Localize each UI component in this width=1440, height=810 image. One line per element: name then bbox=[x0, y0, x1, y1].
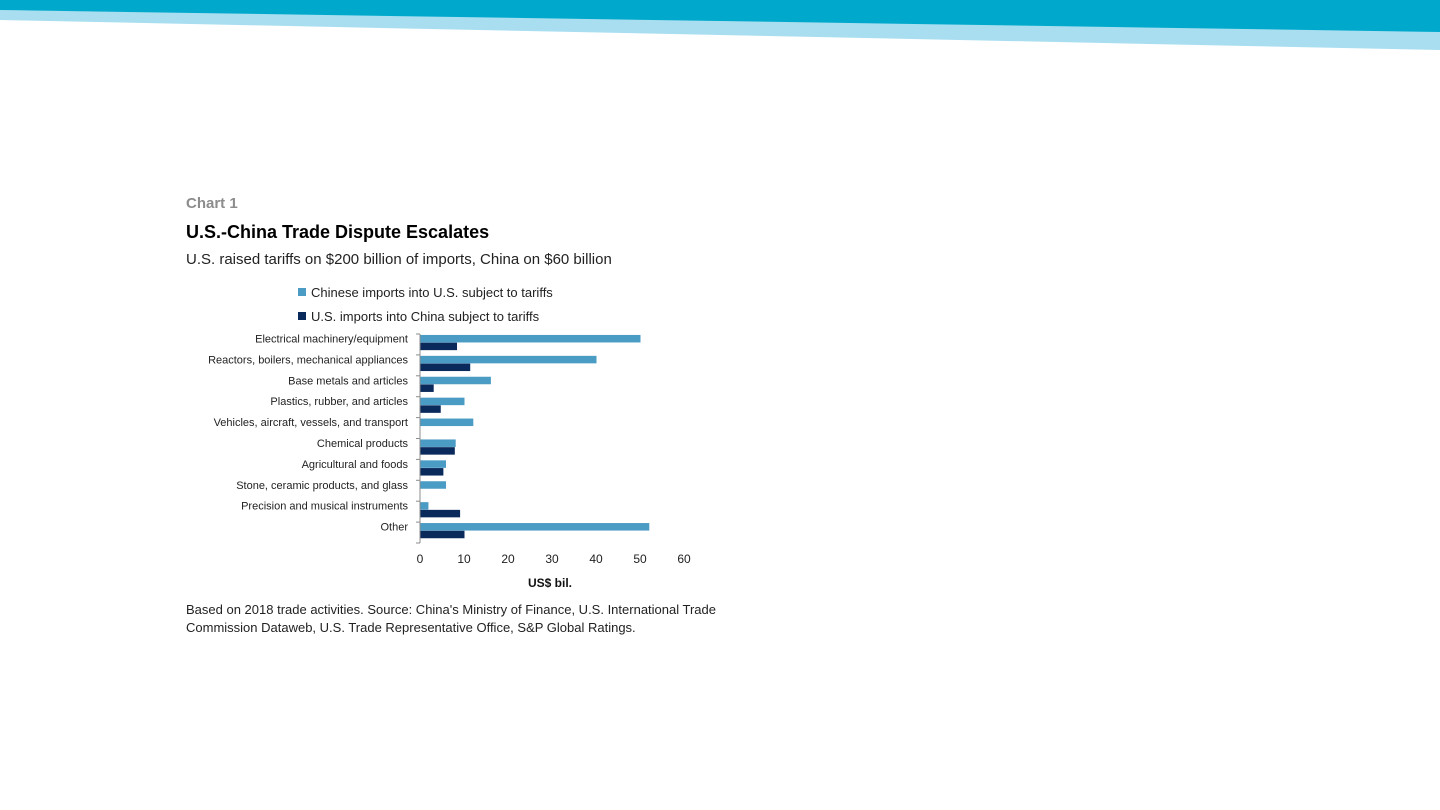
bar-us-imports bbox=[420, 447, 455, 455]
category-label: Other bbox=[380, 522, 408, 534]
x-axis-title: US$ bil. bbox=[528, 576, 572, 590]
chart-title: U.S.-China Trade Dispute Escalates bbox=[186, 222, 490, 242]
header-banner bbox=[0, 0, 1440, 50]
x-tick-label: 40 bbox=[589, 552, 603, 566]
category-label: Electrical machinery/equipment bbox=[255, 333, 408, 345]
x-tick-label: 10 bbox=[457, 552, 471, 566]
bar-us-imports bbox=[420, 405, 441, 413]
banner-light-stripe bbox=[0, 10, 1440, 50]
legend-label-chinese: Chinese imports into U.S. subject to tar… bbox=[311, 284, 553, 300]
legend-item-us: U.S. imports into China subject to tarif… bbox=[298, 304, 553, 328]
bar-chinese-imports bbox=[420, 376, 491, 385]
category-label: Reactors, boilers, mechanical appliances bbox=[208, 354, 408, 366]
category-label: Stone, ceramic products, and glass bbox=[236, 480, 408, 492]
legend-swatch-us bbox=[298, 312, 306, 320]
category-label: Precision and musical instruments bbox=[241, 501, 408, 513]
chart-number-label: Chart 1 bbox=[186, 195, 238, 212]
bar-us-imports bbox=[420, 530, 465, 539]
bar-us-imports bbox=[420, 384, 434, 392]
bar-chinese-imports bbox=[420, 523, 650, 531]
bar-chinese-imports bbox=[420, 334, 641, 343]
x-tick-label: 0 bbox=[417, 552, 424, 566]
x-tick-label: 60 bbox=[677, 552, 691, 566]
bar-chinese-imports bbox=[420, 439, 456, 447]
bar-chinese-imports bbox=[420, 355, 597, 364]
chart-footnote: Based on 2018 trade activities. Source: … bbox=[186, 602, 716, 635]
category-label: Chemical products bbox=[317, 438, 409, 450]
bar-chinese-imports bbox=[420, 502, 429, 510]
bar-chinese-imports bbox=[420, 481, 447, 489]
bar-us-imports bbox=[420, 363, 471, 372]
x-tick-label: 20 bbox=[501, 552, 515, 566]
category-label: Agricultural and foods bbox=[302, 459, 409, 471]
bar-us-imports bbox=[420, 342, 458, 351]
legend-label-us: U.S. imports into China subject to tarif… bbox=[311, 308, 540, 324]
legend-item-chinese: Chinese imports into U.S. subject to tar… bbox=[298, 280, 553, 304]
bar-us-imports bbox=[420, 468, 444, 476]
bar-chinese-imports bbox=[420, 397, 465, 406]
bar-chinese-imports bbox=[420, 460, 447, 468]
x-tick-label: 50 bbox=[633, 552, 647, 566]
category-label: Base metals and articles bbox=[288, 375, 408, 387]
category-label: Plastics, rubber, and articles bbox=[270, 396, 408, 408]
bar-us-imports bbox=[420, 509, 461, 518]
legend-swatch-chinese bbox=[298, 288, 306, 296]
bar-chinese-imports bbox=[420, 418, 474, 427]
chart-subtitle: U.S. raised tariffs on $200 billion of i… bbox=[186, 251, 612, 268]
x-tick-label: 30 bbox=[545, 552, 559, 566]
banner-dark-stripe bbox=[0, 0, 1440, 32]
chart-legend: Chinese imports into U.S. subject to tar… bbox=[298, 280, 553, 328]
category-label: Vehicles, aircraft, vessels, and transpo… bbox=[214, 417, 408, 429]
